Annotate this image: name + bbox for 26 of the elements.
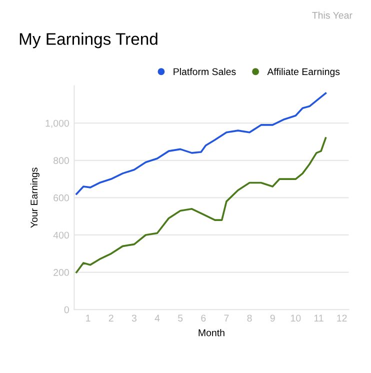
y-tick-label: 600 bbox=[54, 194, 69, 202]
legend-label: Affiliate Earnings bbox=[267, 68, 340, 78]
x-tick-label: 4 bbox=[154, 314, 160, 322]
y-tick-label: 400 bbox=[53, 232, 69, 239]
line-series bbox=[76, 92, 327, 195]
x-tick-label: 6 bbox=[201, 314, 206, 322]
y-tick-label: 800 bbox=[54, 157, 69, 164]
x-tick-label: 10 bbox=[291, 314, 301, 322]
x-tick-label: 11 bbox=[314, 314, 324, 322]
y-tick-label: 0 bbox=[64, 306, 69, 314]
x-tick-label: 1 bbox=[86, 314, 90, 322]
x-tick-label: 3 bbox=[132, 314, 136, 322]
x-tick-label: 12 bbox=[337, 314, 347, 322]
line-series bbox=[76, 137, 327, 274]
x-tick-label: 8 bbox=[247, 314, 252, 322]
y-tick-label: 1,000 bbox=[46, 120, 69, 128]
x-tick-label: 2 bbox=[108, 314, 114, 322]
text: This Year bbox=[312, 12, 352, 19]
y-axis-title: Your Earnings bbox=[30, 168, 40, 228]
x-tick-label: 9 bbox=[270, 314, 275, 322]
y-tick-label: 200 bbox=[54, 269, 69, 276]
chart-title: My Earnings Trend bbox=[20, 32, 158, 48]
x-axis-title: Month bbox=[198, 329, 224, 336]
x-tick-label: 5 bbox=[178, 314, 183, 322]
x-tick-label: 7 bbox=[224, 314, 229, 322]
legend-label: Platform Sales bbox=[174, 68, 236, 76]
